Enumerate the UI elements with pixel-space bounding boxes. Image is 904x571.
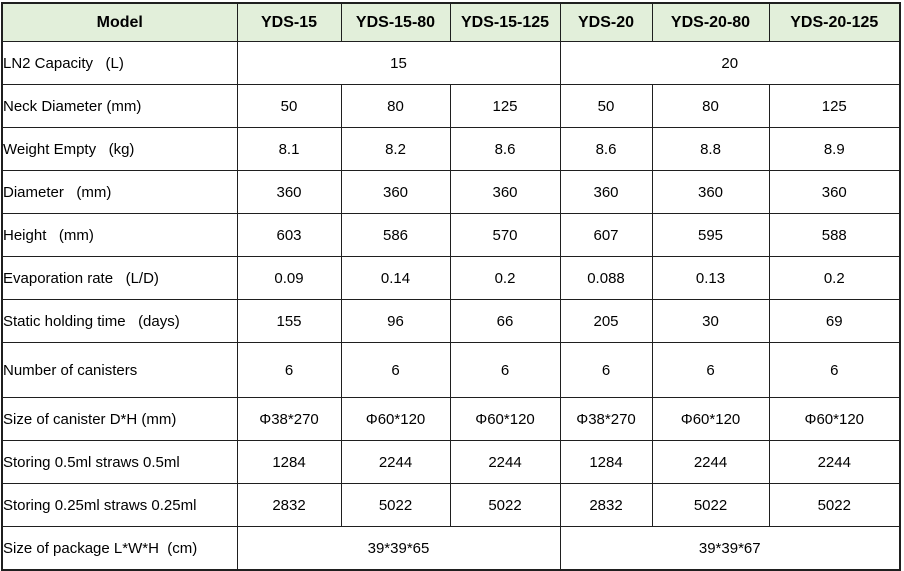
cell: 8.1: [236, 127, 342, 171]
cell: Φ60*120: [651, 397, 770, 441]
cell: 66: [449, 299, 561, 343]
cell: 155: [236, 299, 342, 343]
table-row-storing-05ml: Storing 0.5ml straws 0.5ml 1284 2244 224…: [1, 440, 901, 484]
cell-ln2-capacity-20-series: 20: [559, 41, 901, 85]
cell: 2244: [340, 440, 451, 484]
cell: 6: [340, 342, 451, 398]
cell-package-15-series: 39*39*65: [236, 526, 561, 571]
cell: 8.2: [340, 127, 451, 171]
cell: 96: [340, 299, 451, 343]
table-header-row: Model YDS-15 YDS-15-80 YDS-15-125 YDS-20…: [1, 2, 901, 42]
cell: 5022: [768, 483, 901, 527]
cell: 5022: [449, 483, 561, 527]
table-row-ln2-capacity: LN2 Capacity (L) 15 20: [1, 41, 901, 85]
header-model: Model: [1, 2, 238, 42]
table-row-size-of-package: Size of package L*W*H (cm) 39*39*65 39*3…: [1, 526, 901, 571]
cell: Φ38*270: [236, 397, 342, 441]
cell: 8.6: [449, 127, 561, 171]
cell: 6: [768, 342, 901, 398]
cell: 360: [559, 170, 653, 214]
cell: 0.088: [559, 256, 653, 300]
row-label-storing-025ml: Storing 0.25ml straws 0.25ml: [1, 483, 238, 527]
header-yds-15-80: YDS-15-80: [340, 2, 451, 42]
cell: 5022: [651, 483, 770, 527]
cell: 1284: [236, 440, 342, 484]
cell: 5022: [340, 483, 451, 527]
cell: 8.9: [768, 127, 901, 171]
header-yds-20-125: YDS-20-125: [768, 2, 901, 42]
cell: 1284: [559, 440, 653, 484]
table-row-diameter: Diameter (mm) 360 360 360 360 360 360: [1, 170, 901, 214]
cell: 2244: [449, 440, 561, 484]
header-yds-15: YDS-15: [236, 2, 342, 42]
row-label-number-of-canisters: Number of canisters: [1, 342, 238, 398]
cell: 570: [449, 213, 561, 257]
cell: 69: [768, 299, 901, 343]
cell: Φ60*120: [449, 397, 561, 441]
cell: 0.13: [651, 256, 770, 300]
cell: 125: [449, 84, 561, 128]
cell: 2244: [768, 440, 901, 484]
row-label-height: Height (mm): [1, 213, 238, 257]
cell: 360: [340, 170, 451, 214]
header-yds-15-125: YDS-15-125: [449, 2, 561, 42]
cell: Φ60*120: [768, 397, 901, 441]
cell: 360: [236, 170, 342, 214]
cell: 2244: [651, 440, 770, 484]
cell: 0.09: [236, 256, 342, 300]
cell: 6: [559, 342, 653, 398]
cell: 607: [559, 213, 653, 257]
cell: 360: [449, 170, 561, 214]
cell: 0.14: [340, 256, 451, 300]
row-label-neck-diameter: Neck Diameter (mm): [1, 84, 238, 128]
cell: 6: [449, 342, 561, 398]
cell: 50: [236, 84, 342, 128]
table-row-evaporation-rate: Evaporation rate (L/D) 0.09 0.14 0.2 0.0…: [1, 256, 901, 300]
cell: 6: [236, 342, 342, 398]
cell: 80: [651, 84, 770, 128]
table-row-static-holding-time: Static holding time (days) 155 96 66 205…: [1, 299, 901, 343]
cell: 588: [768, 213, 901, 257]
cell: 360: [768, 170, 901, 214]
cell: 8.6: [559, 127, 653, 171]
cell: 30: [651, 299, 770, 343]
row-label-weight-empty: Weight Empty (kg): [1, 127, 238, 171]
header-yds-20-80: YDS-20-80: [651, 2, 770, 42]
table-row-weight-empty: Weight Empty (kg) 8.1 8.2 8.6 8.6 8.8 8.…: [1, 127, 901, 171]
cell: 8.8: [651, 127, 770, 171]
cell: Φ38*270: [559, 397, 653, 441]
cell: 603: [236, 213, 342, 257]
row-label-diameter: Diameter (mm): [1, 170, 238, 214]
cell-package-20-series: 39*39*67: [559, 526, 901, 571]
cell: 586: [340, 213, 451, 257]
cell: 125: [768, 84, 901, 128]
cell: 595: [651, 213, 770, 257]
cell: Φ60*120: [340, 397, 451, 441]
cell: 0.2: [449, 256, 561, 300]
row-label-storing-05ml: Storing 0.5ml straws 0.5ml: [1, 440, 238, 484]
cell: 6: [651, 342, 770, 398]
row-label-ln2-capacity: LN2 Capacity (L): [1, 41, 238, 85]
cell: 205: [559, 299, 653, 343]
table-row-size-of-canister: Size of canister D*H (mm) Φ38*270 Φ60*12…: [1, 397, 901, 441]
row-label-static-holding-time: Static holding time (days): [1, 299, 238, 343]
cell: 50: [559, 84, 653, 128]
row-label-evaporation-rate: Evaporation rate (L/D): [1, 256, 238, 300]
cell: 0.2: [768, 256, 901, 300]
cell: 360: [651, 170, 770, 214]
cell-ln2-capacity-15-series: 15: [236, 41, 561, 85]
cell: 80: [340, 84, 451, 128]
row-label-size-of-package: Size of package L*W*H (cm): [1, 526, 238, 571]
table-row-number-of-canisters: Number of canisters 6 6 6 6 6 6: [1, 342, 901, 398]
table-row-height: Height (mm) 603 586 570 607 595 588: [1, 213, 901, 257]
cell: 2832: [559, 483, 653, 527]
cell: 2832: [236, 483, 342, 527]
row-label-size-of-canister: Size of canister D*H (mm): [1, 397, 238, 441]
header-yds-20: YDS-20: [559, 2, 653, 42]
table-row-storing-025ml: Storing 0.25ml straws 0.25ml 2832 5022 5…: [1, 483, 901, 527]
table-row-neck-diameter: Neck Diameter (mm) 50 80 125 50 80 125: [1, 84, 901, 128]
